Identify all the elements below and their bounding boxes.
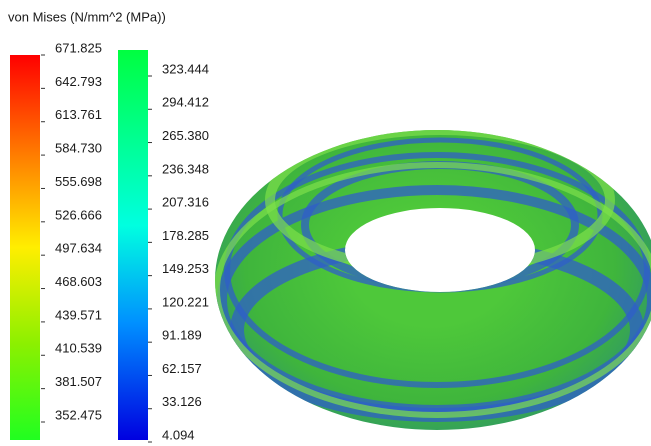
legend-label: 323.444 <box>162 61 209 76</box>
stress-plot-view: von Mises (N/mm^2 (MPa)) 671.825 642.793 6… <box>0 0 651 446</box>
legend-label: 410.539 <box>55 341 102 356</box>
legend-label: 236.348 <box>162 161 209 176</box>
legend-label: 642.793 <box>55 74 102 89</box>
legend-label: 439.571 <box>55 307 102 322</box>
legend-label: 613.761 <box>55 107 102 122</box>
legend-label: 149.253 <box>162 261 209 276</box>
torus-model <box>210 120 651 446</box>
legend-label: 352.475 <box>55 407 102 422</box>
legend-label: 207.316 <box>162 195 209 210</box>
legend-label: 555.698 <box>55 174 102 189</box>
legend-label: 265.380 <box>162 128 209 143</box>
legend-label: 497.634 <box>55 241 102 256</box>
legend-label: 178.285 <box>162 228 209 243</box>
legend-label: 671.825 <box>55 40 102 55</box>
legend-label: 120.221 <box>162 294 209 309</box>
legend-label: 91.189 <box>162 328 202 343</box>
legend-label: 294.412 <box>162 95 209 110</box>
legend-label: 62.157 <box>162 361 202 376</box>
legend-label: 381.507 <box>55 374 102 389</box>
legend-label: 526.666 <box>55 207 102 222</box>
legend-label: 584.730 <box>55 141 102 156</box>
right-color-bar <box>118 50 148 440</box>
page: von Mises (N/mm^2 (MPa)) 671.825 642.793 6… <box>0 0 651 446</box>
legend-label: 4.094 <box>162 427 195 442</box>
left-color-bar <box>10 55 40 440</box>
plot-title: von Mises (N/mm^2 (MPa)) <box>8 9 166 24</box>
legend-label: 33.126 <box>162 394 202 409</box>
legend-label: 468.603 <box>55 274 102 289</box>
